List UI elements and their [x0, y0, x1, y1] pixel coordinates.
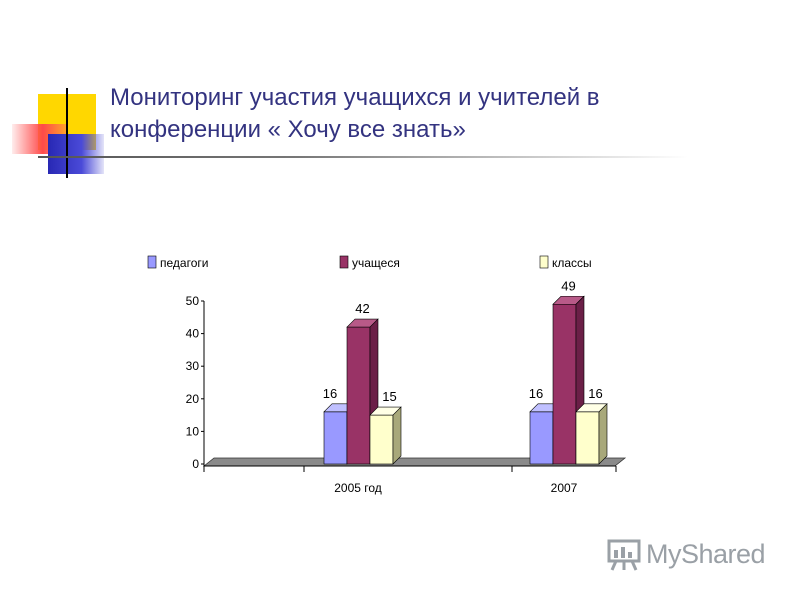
y-tick-label: 30 — [186, 359, 200, 373]
y-axis: 0 10 20 30 40 50 — [186, 294, 617, 472]
legend-label-1: педагоги — [160, 256, 208, 270]
data-label: 42 — [355, 301, 369, 316]
y-tick-label: 20 — [186, 392, 200, 406]
legend-label-2: учащеся — [352, 256, 400, 270]
bar-1-3: 15 — [369, 389, 402, 465]
deco-vertical-line — [66, 88, 68, 178]
bar-2-3: 16 — [575, 386, 608, 465]
data-label: 16 — [323, 386, 337, 401]
bar-front — [346, 326, 371, 465]
bar-front — [529, 411, 554, 465]
bar-front — [552, 303, 577, 465]
y-tick-label: 50 — [186, 294, 200, 308]
data-label: 16 — [529, 386, 543, 401]
y-tick-label: 40 — [186, 327, 200, 341]
bar-side — [392, 406, 402, 465]
slide-title: Мониторинг участия учащихся и учителей в… — [110, 84, 600, 143]
bar-2-2: 49 — [552, 278, 585, 465]
x-tick-label: 2007 — [551, 481, 578, 495]
bar-front — [575, 411, 600, 465]
bar-front — [323, 411, 348, 465]
data-label: 49 — [561, 278, 575, 293]
legend-swatch-3 — [539, 255, 549, 269]
bar-side — [598, 403, 608, 465]
bar-chart: педагоги учащеся классы 0 10 20 30 40 50 16 42 15… — [147, 255, 627, 495]
watermark: MyShared — [606, 536, 766, 572]
watermark-text: MyShared — [646, 538, 766, 569]
x-tick-label: 2005 год — [334, 481, 382, 495]
data-label: 15 — [382, 389, 396, 404]
bar-front — [369, 414, 394, 465]
presentation-board-icon — [607, 539, 641, 571]
legend-label-3: классы — [552, 256, 592, 270]
bars-group: 16 42 15 16 49 16 — [323, 278, 608, 465]
y-tick-label: 0 — [192, 457, 199, 471]
data-label: 16 — [588, 386, 602, 401]
title-underline — [38, 156, 688, 158]
legend-swatch-2 — [339, 255, 349, 269]
y-tick-label: 10 — [186, 424, 200, 438]
chart-legend: педагоги учащеся классы — [147, 255, 592, 270]
legend-swatch-1 — [147, 255, 157, 269]
deco-blue-square — [48, 134, 104, 174]
x-axis-labels: 2005 год 2007 — [334, 481, 577, 495]
